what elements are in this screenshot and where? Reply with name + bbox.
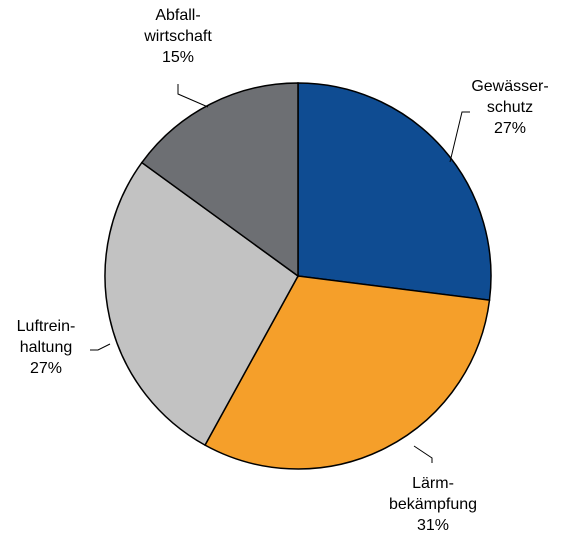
slice-name-label: Lärm-	[412, 475, 454, 492]
leader-line	[90, 343, 111, 351]
slice-name-label: Abfall-	[155, 7, 200, 24]
slice-label: Abfall-wirtschaft 15%	[143, 7, 212, 66]
pie-slice-gewässer-schutz	[297, 82, 492, 302]
leader-line	[177, 84, 209, 108]
slice-label: Gewässer-schutz 27%	[471, 78, 548, 137]
leader-line	[413, 445, 433, 463]
slice-percent-label: 27%	[494, 120, 526, 137]
label-leaders	[90, 84, 470, 463]
slice-label: Luftrein-haltung 27%	[17, 318, 76, 377]
slice-name-label: schutz	[487, 99, 533, 116]
pie-slices	[104, 82, 492, 470]
pie-slice-luftrein-haltung	[104, 161, 299, 447]
slice-percent-label: 15%	[162, 49, 194, 66]
slice-percent-label: 27%	[30, 360, 62, 377]
pie-slice-lärm-bekämpfung	[204, 275, 491, 470]
slice-percent-label: 31%	[417, 517, 449, 534]
leader-line	[449, 111, 470, 163]
slice-name-label: haltung	[20, 339, 73, 356]
slice-name-label: wirtschaft	[143, 28, 212, 45]
slice-name-label: Gewässer-	[471, 78, 548, 95]
slice-labels: Gewässer-schutz 27% Lärm-bekämpfung 31% Luft…	[17, 7, 549, 534]
slice-label: Lärm-bekämpfung 31%	[389, 475, 477, 534]
slice-name-label: Luftrein-	[17, 318, 76, 335]
slice-name-label: bekämpfung	[389, 496, 477, 513]
pie-slice-abfall-wirtschaft	[140, 82, 299, 278]
